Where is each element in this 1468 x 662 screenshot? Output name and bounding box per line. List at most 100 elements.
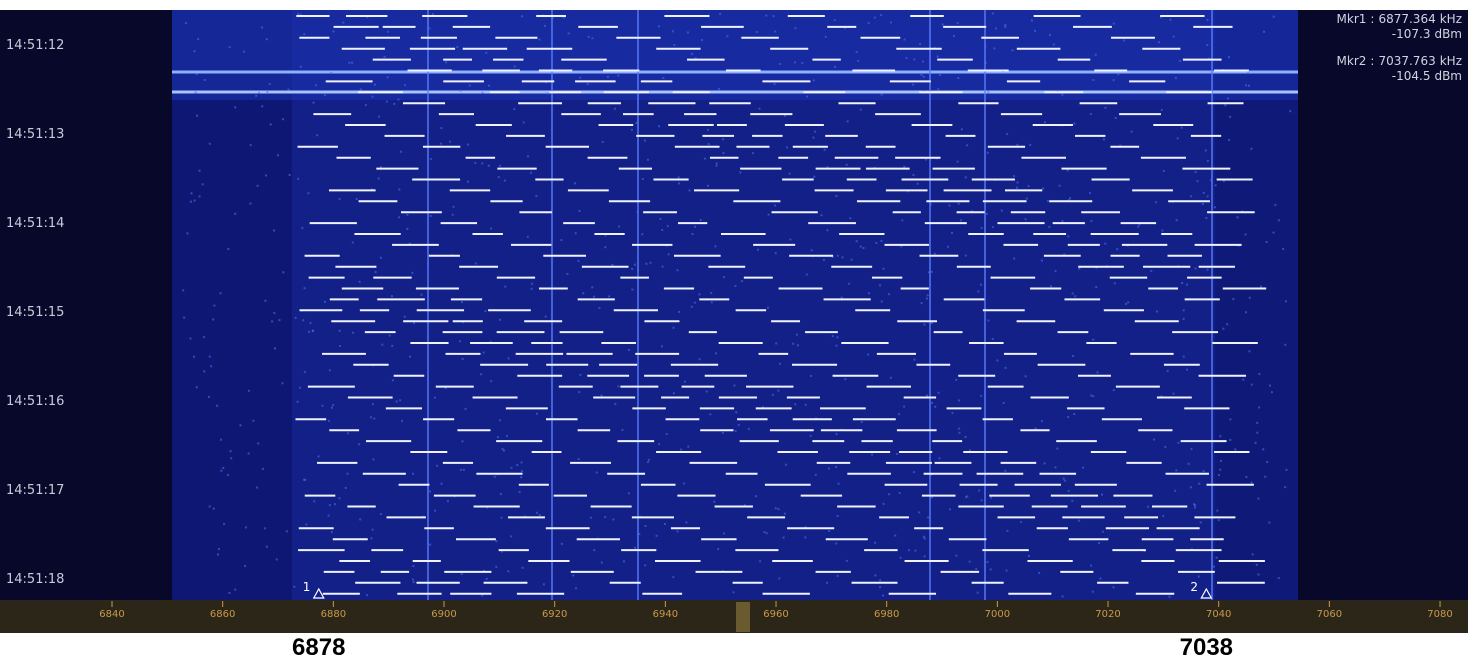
noise — [939, 74, 941, 76]
noise — [481, 594, 483, 596]
noise — [598, 307, 600, 309]
noise — [1169, 596, 1171, 598]
noise — [888, 293, 890, 295]
noise — [196, 73, 198, 75]
noise — [815, 474, 817, 476]
noise — [789, 173, 791, 175]
noise — [837, 515, 839, 517]
noise — [315, 84, 317, 86]
noise — [204, 79, 206, 81]
noise — [1090, 565, 1092, 567]
noise — [778, 577, 780, 579]
noise — [1177, 442, 1179, 444]
noise — [1048, 226, 1050, 228]
marker-frequency: 7037.763 — [1378, 54, 1435, 68]
noise — [1260, 286, 1262, 288]
readout-line: -107.3dBm — [1333, 27, 1462, 42]
noise — [404, 84, 406, 86]
noise — [1245, 234, 1247, 236]
noise — [1004, 24, 1006, 26]
noise — [209, 356, 211, 358]
tuning-indicator — [736, 602, 750, 632]
noise — [286, 530, 288, 532]
axis-tick-label: 7020 — [1095, 609, 1120, 620]
noise — [687, 446, 689, 448]
noise — [700, 219, 702, 221]
noise — [984, 45, 986, 47]
noise — [706, 390, 708, 392]
noise — [656, 535, 658, 537]
noise — [220, 292, 222, 294]
noise — [980, 284, 982, 286]
noise — [504, 180, 506, 182]
axis-tick-label: 6880 — [321, 609, 346, 620]
noise — [1031, 19, 1033, 21]
noise — [331, 407, 333, 409]
noise — [993, 47, 995, 49]
noise — [1006, 133, 1008, 135]
noise — [436, 465, 438, 467]
waterfall — [0, 0, 1468, 633]
noise — [1198, 483, 1200, 485]
noise — [1104, 107, 1106, 109]
noise — [375, 271, 377, 273]
noise — [384, 56, 386, 58]
noise — [1203, 470, 1205, 472]
noise — [199, 170, 201, 172]
noise — [779, 363, 781, 365]
noise — [1203, 192, 1205, 194]
noise — [990, 497, 992, 499]
noise — [890, 377, 892, 379]
noise — [856, 51, 858, 53]
noise — [523, 121, 525, 123]
noise — [658, 443, 660, 445]
noise — [389, 335, 391, 337]
noise — [209, 143, 211, 145]
noise — [883, 503, 885, 505]
noise — [977, 592, 979, 594]
noise — [715, 352, 717, 354]
noise — [928, 271, 930, 273]
noise — [372, 96, 374, 98]
noise — [774, 31, 776, 33]
noise — [704, 158, 706, 160]
noise — [270, 123, 272, 125]
noise — [519, 491, 521, 493]
noise — [229, 46, 231, 48]
noise — [299, 387, 301, 389]
noise — [1224, 104, 1226, 106]
noise — [922, 61, 924, 63]
noise — [430, 158, 432, 160]
noise — [832, 335, 834, 337]
noise — [732, 591, 734, 593]
noise — [848, 283, 850, 285]
noise — [1210, 179, 1212, 181]
noise — [328, 420, 330, 422]
noise — [1047, 200, 1049, 202]
noise — [372, 403, 374, 405]
noise — [1175, 469, 1177, 471]
noise — [544, 25, 546, 27]
noise — [386, 101, 388, 103]
noise — [1061, 94, 1063, 96]
noise — [631, 289, 633, 291]
noise — [347, 432, 349, 434]
noise — [1257, 573, 1259, 575]
noise — [1193, 503, 1195, 505]
level-unit: dBm — [1434, 69, 1462, 83]
noise — [429, 544, 431, 546]
noise — [1131, 131, 1133, 133]
noise — [931, 496, 933, 498]
noise — [1207, 195, 1209, 197]
noise — [1163, 170, 1165, 172]
noise — [923, 324, 925, 326]
noise — [719, 13, 721, 15]
noise — [1273, 232, 1275, 234]
noise — [813, 176, 815, 178]
noise — [644, 140, 646, 142]
noise — [412, 579, 414, 581]
noise — [904, 38, 906, 40]
noise — [351, 62, 353, 64]
noise — [360, 89, 362, 91]
noise — [879, 284, 881, 286]
